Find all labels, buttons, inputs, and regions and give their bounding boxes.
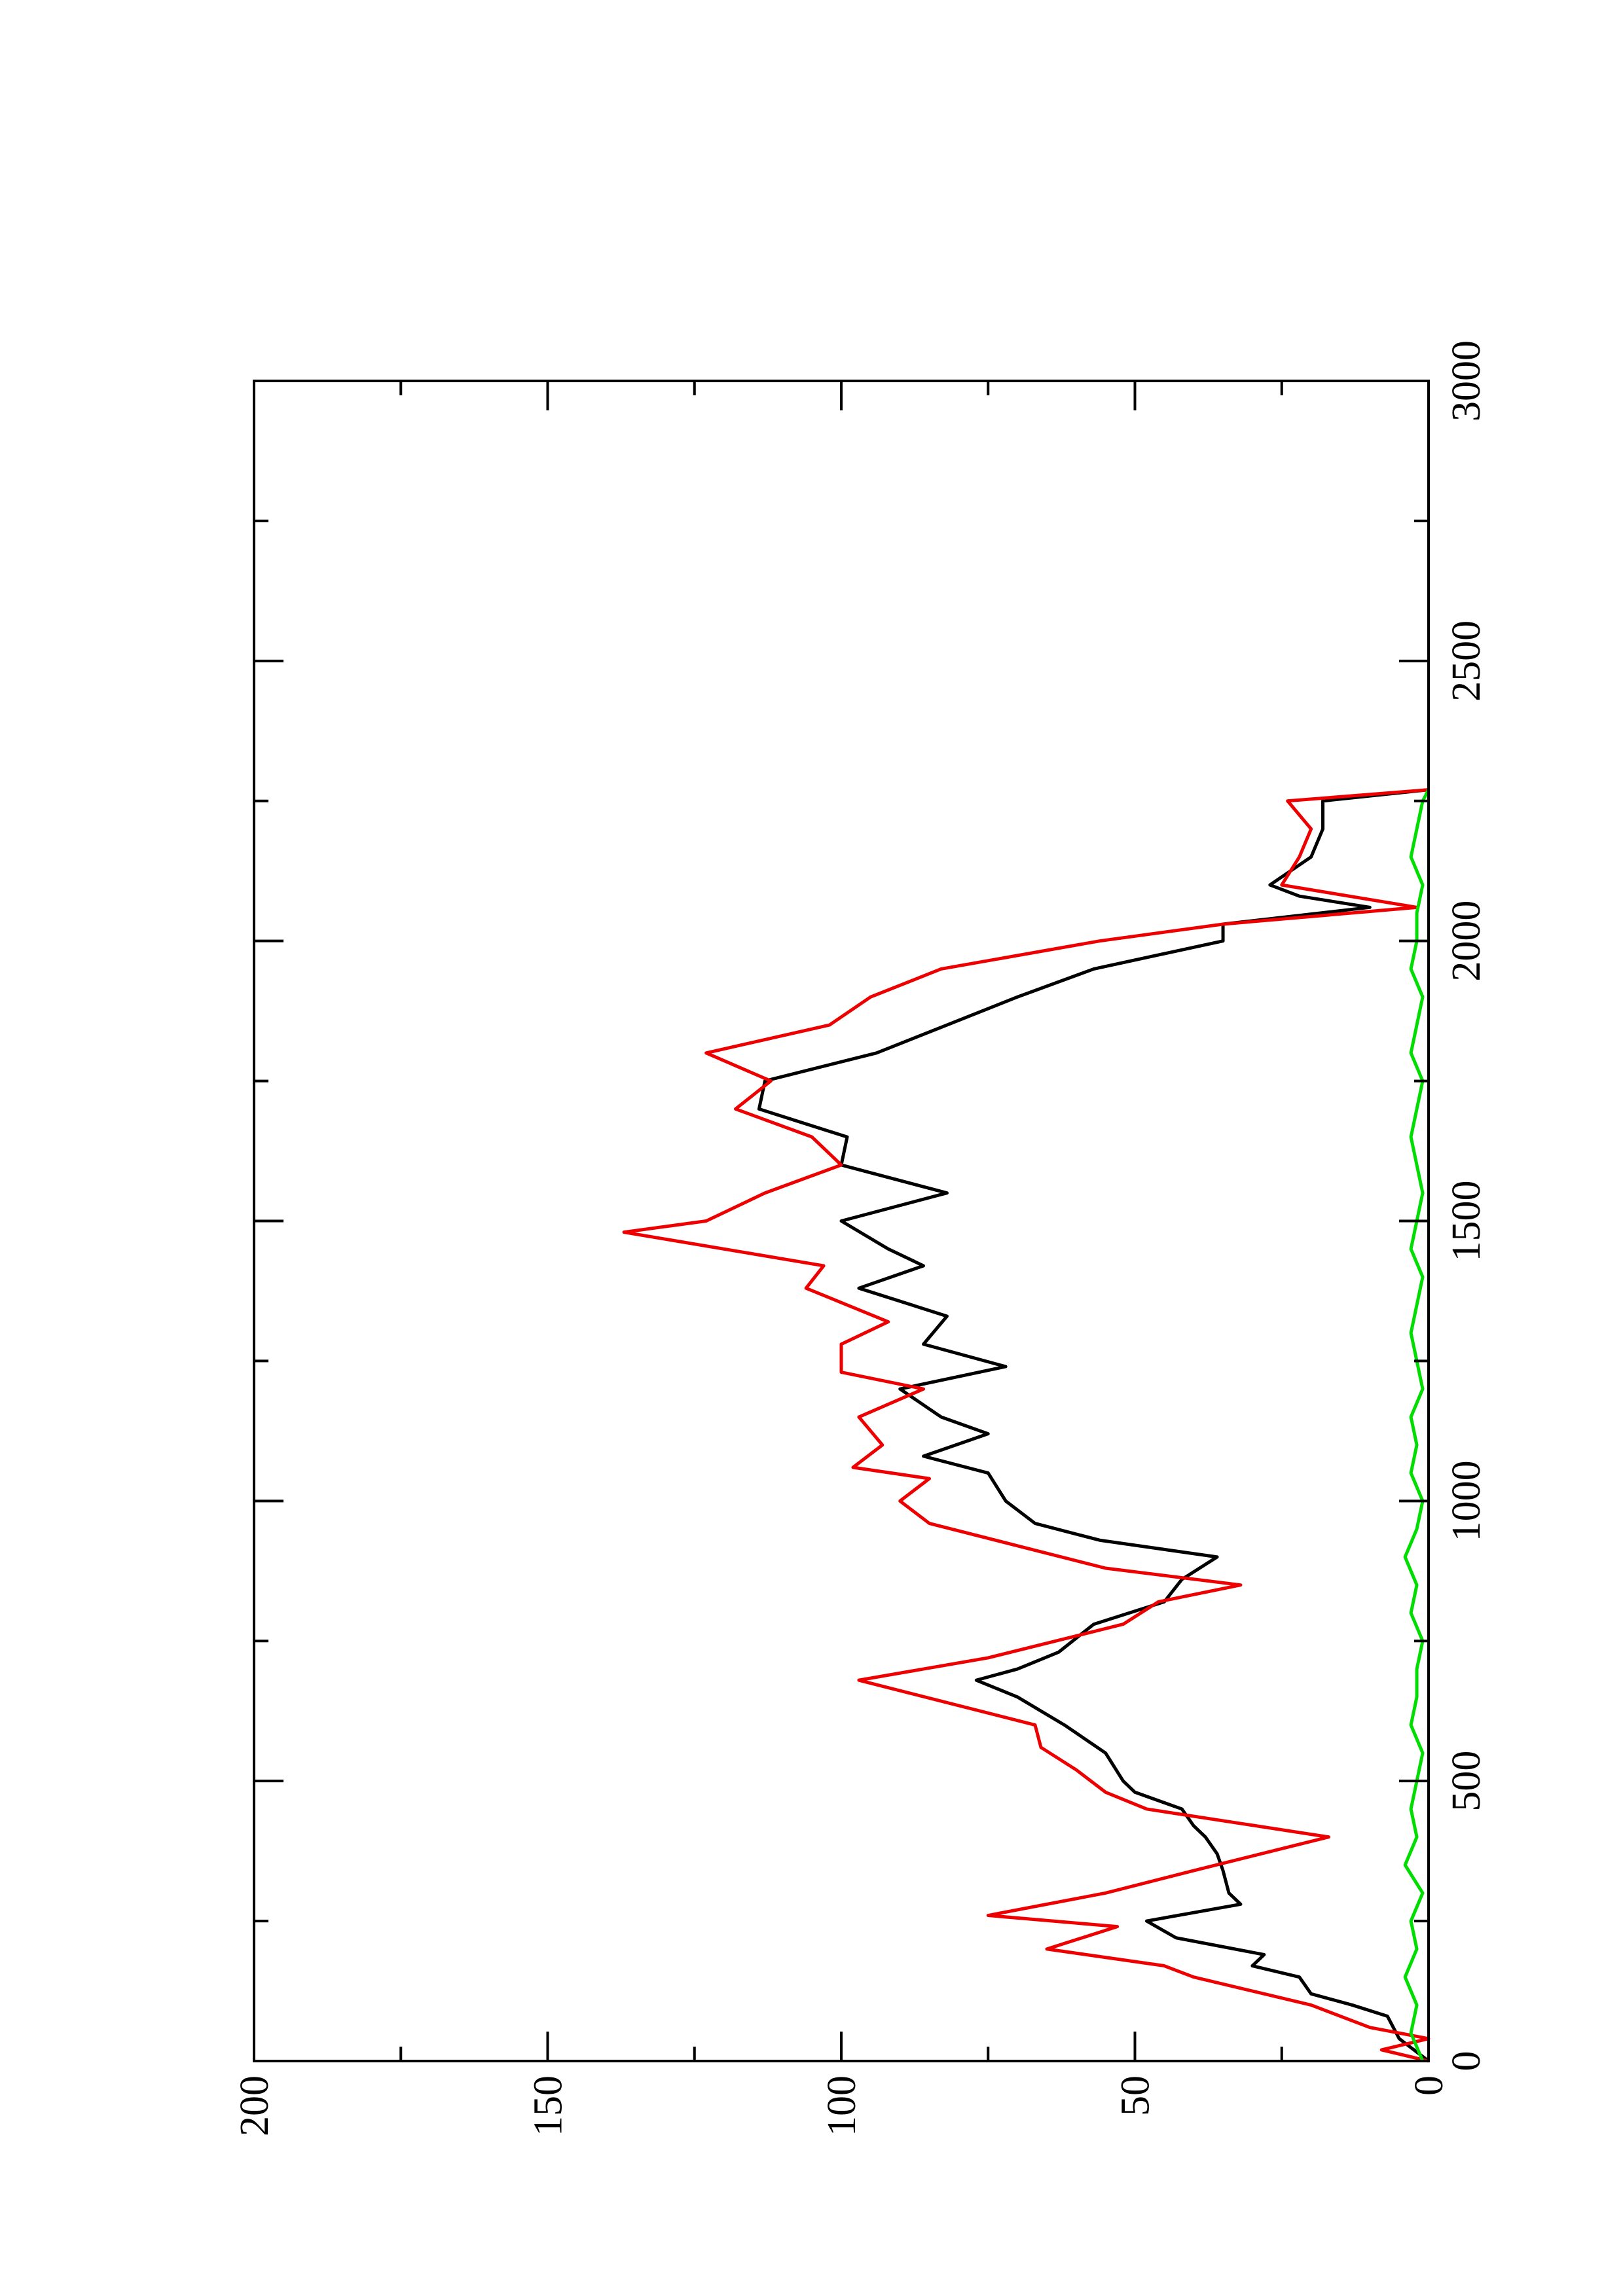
x-tick-label: 1000 [1444, 1460, 1489, 1541]
y-tick-label: 150 [526, 2075, 571, 2136]
x-tick-label: 1500 [1444, 1181, 1489, 1262]
y-tick-label: 50 [1114, 2075, 1158, 2116]
x-tick-label: 3000 [1444, 340, 1489, 422]
data-line [622, 788, 1431, 2063]
y-tick-label: 100 [820, 2075, 864, 2136]
data-line [757, 788, 1430, 2062]
x-tick-label: 2500 [1444, 620, 1489, 702]
y-tick-label: 0 [1407, 2075, 1451, 2096]
y-tick-label: 200 [232, 2075, 277, 2136]
x-tick-label: 2000 [1444, 901, 1489, 982]
x-tick-label: 500 [1444, 1751, 1489, 1812]
rotated-plot: 0 500 1000 1500 2000 2500 3000 0 50 100 150 200 [232, 340, 1489, 2136]
data-line [1403, 789, 1431, 2062]
x-tick-label: 0 [1444, 2051, 1489, 2072]
